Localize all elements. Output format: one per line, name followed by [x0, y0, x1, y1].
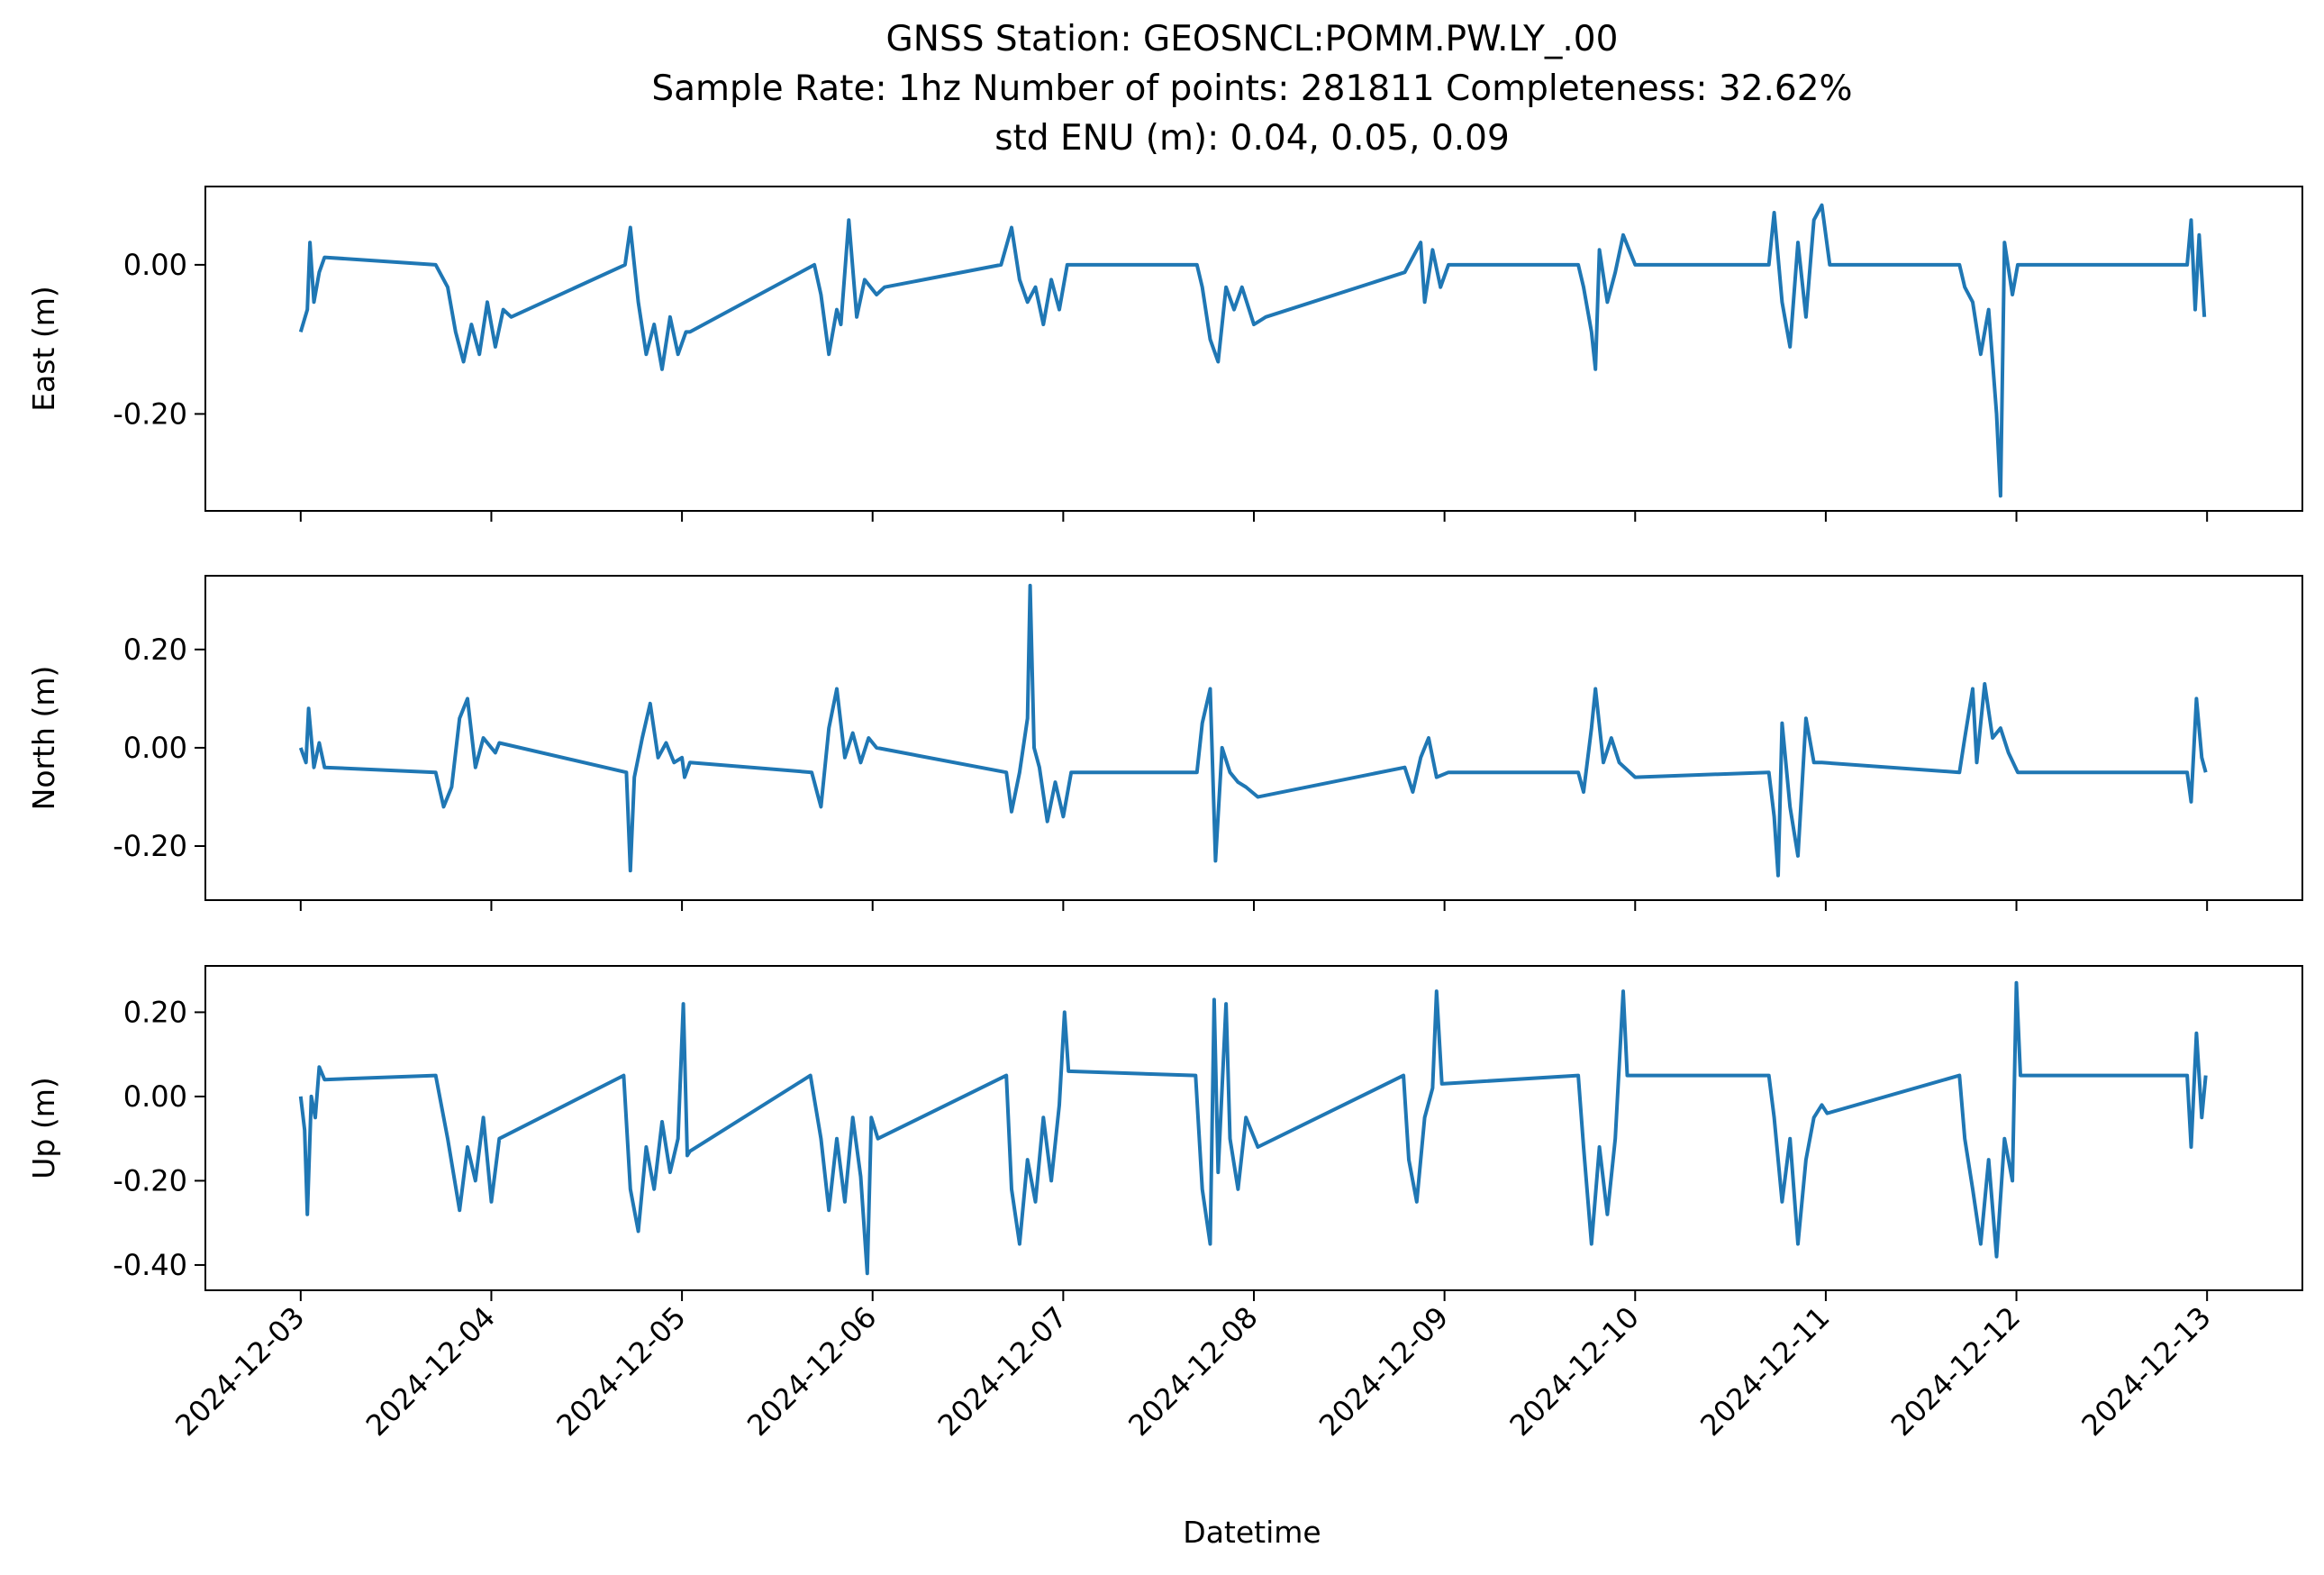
north-y-tick-label: 0.20: [123, 633, 187, 667]
north-y-tick-label: -0.20: [113, 829, 187, 863]
up-y-axis-label: Up (m): [26, 1077, 61, 1179]
up-y-tick-label: 0.20: [123, 995, 187, 1029]
east-y-tick-label: 0.00: [123, 248, 187, 282]
north-y-tick-label: 0.00: [123, 731, 187, 765]
up-y-tick-label: -0.20: [113, 1163, 187, 1197]
figure-title: GNSS Station: GEOSNCL:POMM.PW.LY_.00 Sam…: [651, 19, 1852, 159]
up-y-tick-label: -0.40: [113, 1248, 187, 1282]
north-y-axis-label: North (m): [26, 666, 61, 811]
title-line-std: std ENU (m): 0.04, 0.05, 0.09: [994, 118, 1510, 159]
up-y-tick-label: 0.00: [123, 1079, 187, 1114]
north-series-line: [298, 583, 2208, 878]
east-y-tick-label: -0.20: [113, 396, 187, 431]
x-axis-label: Datetime: [1183, 1515, 1321, 1550]
title-line-station: GNSS Station: GEOSNCL:POMM.PW.LY_.00: [886, 19, 1619, 59]
title-line-stats: Sample Rate: 1hz Number of points: 28181…: [651, 68, 1852, 109]
east-y-axis-label: East (m): [26, 286, 61, 412]
panel-north: 0.20 0.00 -0.20 North (m): [26, 575, 2303, 911]
east-series-line: [298, 203, 2207, 498]
panel-east: 0.00 -0.20 East (m): [26, 186, 2303, 522]
up-series-line: [298, 980, 2208, 1276]
